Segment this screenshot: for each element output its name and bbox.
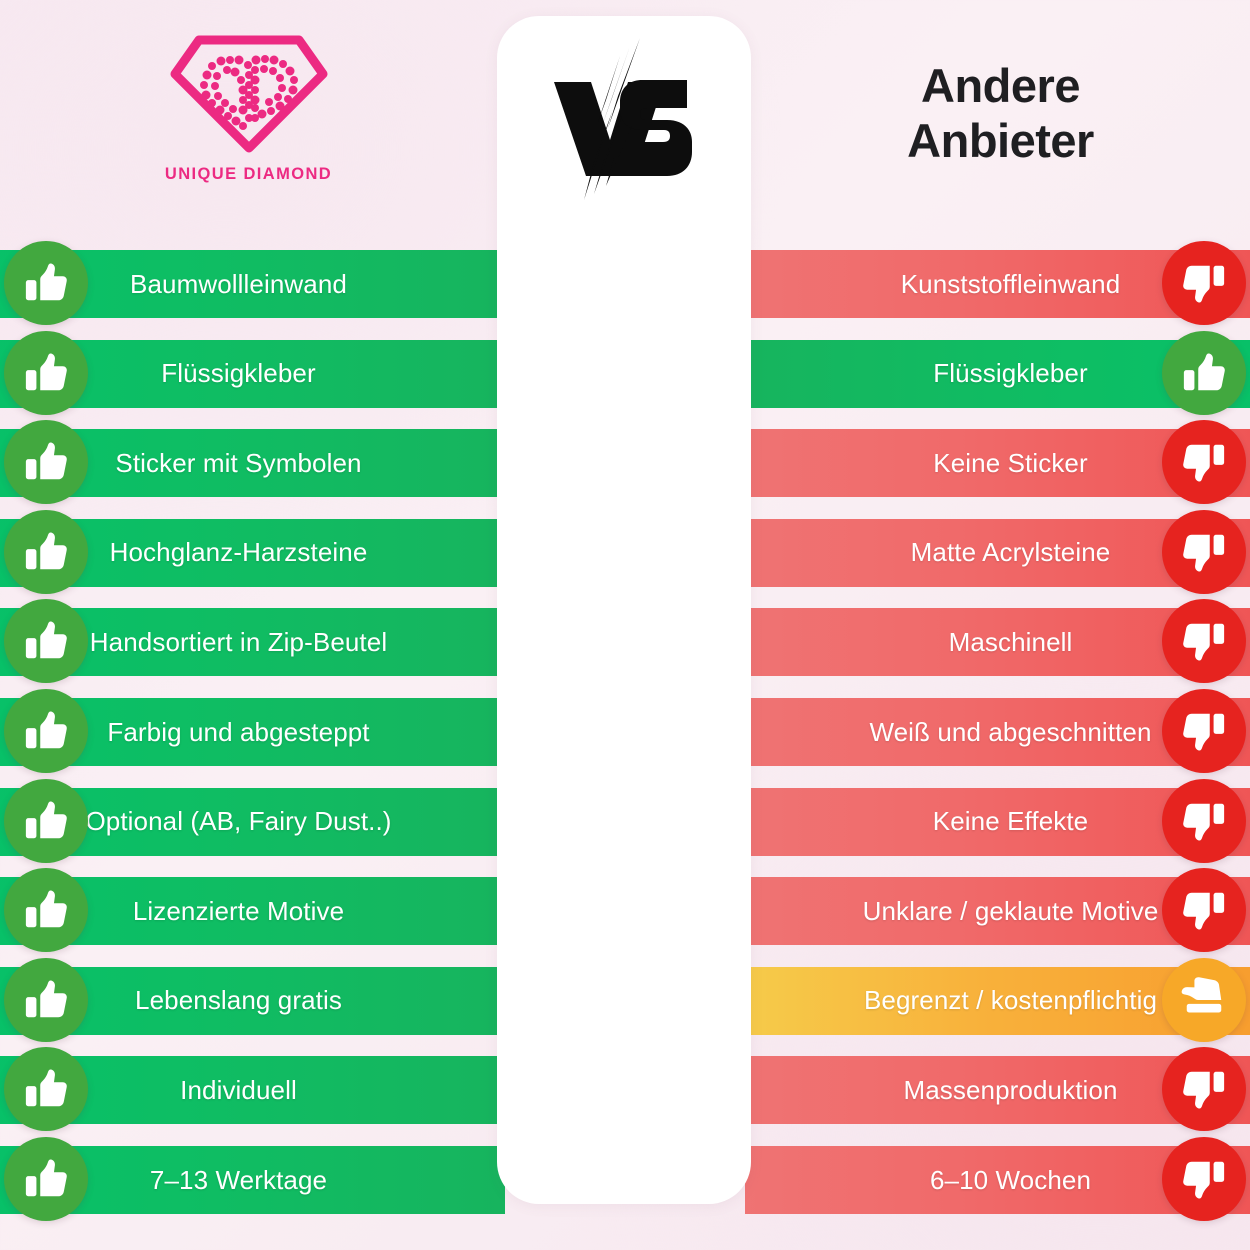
comparison-row: 7–13 WerktageLieferung6–10 Wochen (0, 1135, 1250, 1225)
ours-status-badge (4, 957, 88, 1042)
center-feature-card (497, 16, 751, 1204)
comparison-row: Optional (AB, Fairy Dust..)SondersteineK… (0, 777, 1250, 867)
thumbs-up-icon (25, 801, 67, 838)
ours-feature-value: Sticker mit Symbolen (0, 429, 505, 498)
brand-name: UNIQUE DIAMOND (164, 165, 333, 183)
comparison-row: IndividuellFertigungMassenproduktion (0, 1045, 1250, 1135)
thumbs-down-icon (1183, 1161, 1225, 1199)
comparison-row: BaumwollleinwandLeinwandKunststoffleinwa… (0, 239, 1250, 329)
ours-status-badge (4, 330, 88, 415)
thumbs-up-icon (25, 442, 67, 480)
thumbs-down-icon (1183, 444, 1225, 482)
thumbs-sideways-icon (1181, 977, 1222, 1013)
theirs-status-badge (1162, 420, 1246, 505)
ours-status-badge (4, 599, 88, 684)
thumbs-down-icon (1183, 534, 1225, 572)
thumbs-up-icon (25, 711, 67, 749)
ours-status-badge (4, 241, 88, 325)
ours-status-badge (4, 778, 88, 863)
vs-lightning-icon (554, 38, 692, 200)
competitor-title-line1: Andere (921, 59, 1080, 112)
theirs-status-badge (1162, 599, 1246, 684)
theirs-status-badge (1162, 957, 1246, 1042)
theirs-status-badge (1162, 1137, 1246, 1221)
thumbs-up-icon (25, 532, 67, 570)
ours-status-badge (4, 1137, 88, 1221)
ours-status-badge (4, 868, 88, 953)
thumbs-down-icon (1183, 713, 1225, 751)
theirs-status-badge (1162, 241, 1246, 325)
theirs-status-badge (1162, 330, 1246, 415)
thumbs-down-icon (1183, 1072, 1225, 1109)
comparison-row: Lizenzierte MotiveLizenzenUnklare / gekl… (0, 866, 1250, 956)
thumbs-up-icon (25, 353, 67, 390)
competitor-title-line2: Anbieter (907, 114, 1094, 168)
comparison-row: Hochglanz-HarzsteineSteineMatte Acrylste… (0, 508, 1250, 598)
ours-status-badge (4, 509, 88, 594)
theirs-status-badge (1162, 689, 1246, 773)
vs-badge (497, 34, 751, 204)
competitor-header: Andere Anbieter (751, 58, 1250, 169)
thumbs-up-icon (1183, 353, 1225, 390)
thumbs-down-icon (1183, 265, 1225, 303)
thumbs-up-icon (25, 1159, 67, 1197)
comparison-row: Farbig und abgestepptRandWeiß und abgesc… (0, 687, 1250, 777)
thumbs-up-icon (25, 890, 67, 928)
thumbs-down-icon (1183, 892, 1225, 930)
thumbs-up-icon (25, 980, 67, 1018)
ours-feature-value: Farbig und abgesteppt (0, 698, 505, 766)
ours-status-badge (4, 689, 88, 773)
ours-status-badge (4, 1047, 88, 1132)
thumbs-up-icon (25, 621, 67, 659)
thumbs-down-icon (1183, 803, 1225, 841)
brand-header: UNIQUE DIAMOND (0, 30, 497, 184)
thumbs-up-icon (25, 263, 67, 301)
theirs-status-badge (1162, 1047, 1246, 1132)
theirs-status-badge (1162, 778, 1246, 863)
ours-status-badge (4, 420, 88, 505)
thumbs-up-icon (25, 1069, 67, 1107)
thumbs-down-icon (1183, 624, 1225, 661)
diamond-ud-logo-icon (170, 35, 327, 153)
theirs-status-badge (1162, 868, 1246, 953)
theirs-status-badge (1162, 509, 1246, 594)
comparison-row: Sticker mit SymbolenStickerKeine Sticker (0, 418, 1250, 508)
